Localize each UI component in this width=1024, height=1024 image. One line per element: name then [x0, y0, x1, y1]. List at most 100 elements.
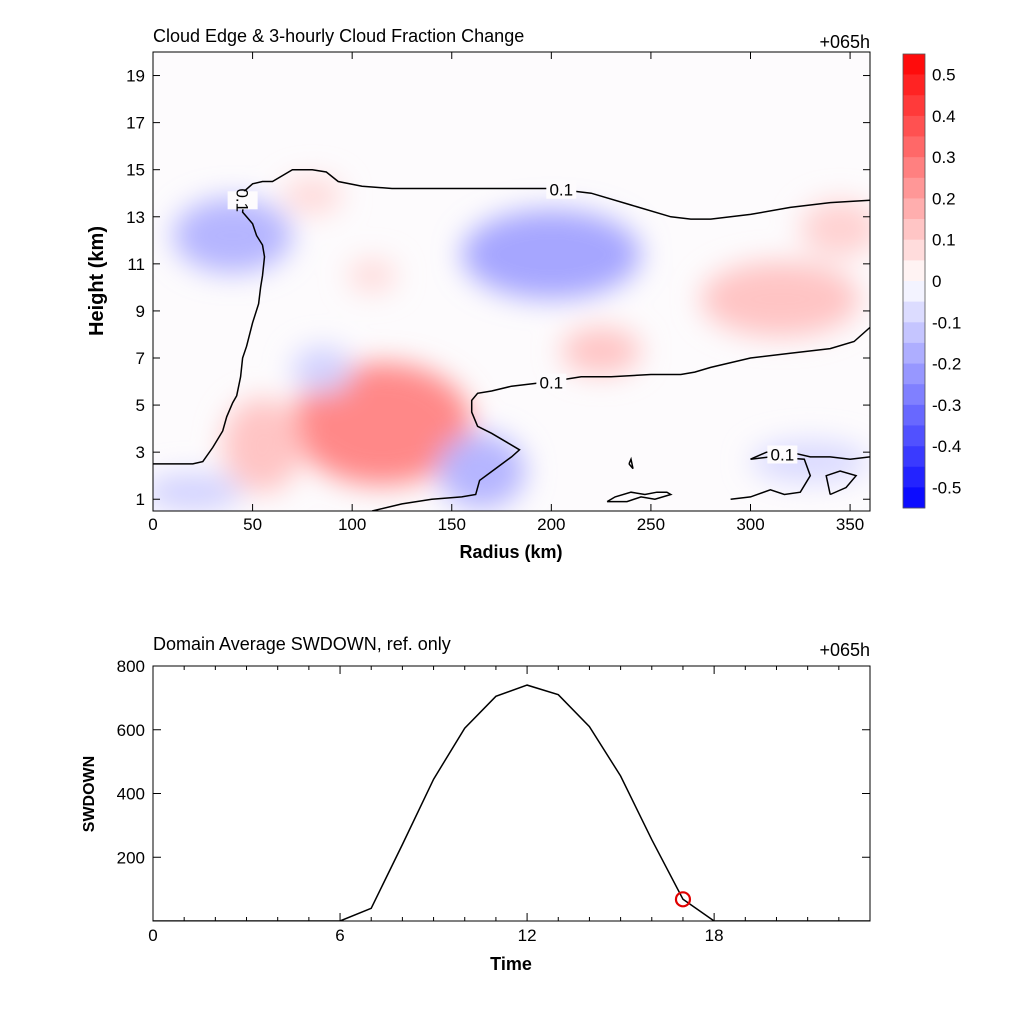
bottom-y-tick-label: 600: [117, 721, 145, 740]
contour-1: [371, 326, 870, 511]
colorbar-swatch: [903, 115, 925, 137]
bottom-x-tick-label: 6: [335, 926, 344, 945]
top-y-tick-label: 17: [126, 114, 145, 133]
colorbar-swatch: [903, 281, 925, 302]
colorbar-swatch: [903, 384, 925, 406]
colorbar-label: 0.1: [932, 231, 956, 250]
top-x-tick-label: 350: [836, 515, 864, 534]
cloud-fraction-change-field: [153, 176, 870, 511]
colorbar-label: 0: [932, 272, 941, 291]
top-x-tick-label: 0: [148, 515, 157, 534]
colorbar-swatch: [903, 198, 925, 220]
colorbar-swatch: [903, 177, 925, 199]
top-x-tick-label: 250: [637, 515, 665, 534]
colorbar-swatch: [903, 425, 925, 447]
bottom-x-axis-label: Time: [490, 954, 532, 974]
colorbar-swatch: [903, 95, 925, 117]
bottom-time-label: +065h: [819, 640, 870, 660]
colorbar-swatch: [903, 466, 925, 488]
top-y-tick-label: 19: [126, 67, 145, 86]
colorbar-swatch: [903, 404, 925, 426]
anomaly-6: [561, 327, 641, 375]
top-y-tick-label: 11: [127, 255, 145, 274]
contour-label-0: 0.1: [549, 181, 573, 200]
bottom-y-axis-label: SWDOWN: [81, 756, 98, 832]
colorbar-frame: [902, 53, 926, 509]
top-x-tick-label: 150: [438, 515, 466, 534]
colorbar-swatch: [903, 322, 925, 344]
colorbar-swatch: [903, 446, 925, 468]
bottom-y-axis: 200 400 600 800: [117, 657, 870, 867]
top-y-tick-label: 3: [136, 443, 145, 462]
contour-0: [153, 168, 870, 465]
top-x-axis: 0 50 100 150 200 250 300 350: [148, 52, 864, 534]
contour-label-3: 0.1: [233, 188, 252, 212]
bottom-y-tick-label: 800: [117, 657, 145, 676]
colorbar-swatch: [903, 363, 925, 385]
top-chart-title: Cloud Edge & 3-hourly Cloud Fraction Cha…: [153, 26, 524, 46]
contour-5: [825, 470, 858, 496]
colorbar-swatch: [903, 301, 925, 323]
top-x-tick-label: 300: [736, 515, 764, 534]
top-y-tick-label: 15: [126, 161, 145, 180]
colorbar-label: 0.3: [932, 148, 956, 167]
anomaly-8: [282, 176, 343, 215]
anomaly-5: [700, 261, 861, 337]
bottom-x-axis: 0 6 12 18: [148, 666, 871, 945]
anomaly-11: [800, 200, 870, 257]
colorbar-label: -0.2: [932, 355, 961, 374]
top-time-label: +065h: [819, 32, 870, 52]
colorbar-swatch: [903, 54, 925, 75]
top-x-tick-label: 50: [243, 515, 262, 534]
cloud-fraction-panel: Cloud Edge & 3-hourly Cloud Fraction Cha…: [86, 26, 871, 562]
bottom-y-tick-label: 200: [117, 848, 145, 867]
swdown-series: [153, 684, 870, 921]
top-y-tick-label: 13: [126, 208, 145, 227]
anomaly-10: [153, 473, 243, 511]
colorbar-swatch: [903, 136, 925, 158]
bottom-y-tick-label: 400: [117, 785, 145, 804]
colorbar-label: -0.4: [932, 437, 961, 456]
anomaly-7: [292, 346, 353, 394]
colorbar-swatch: [903, 219, 925, 241]
top-y-axis-label: Height (km): [86, 226, 108, 336]
top-plot-frame: [152, 51, 871, 512]
colorbar-label: -0.3: [932, 396, 961, 415]
anomaly-0: [292, 362, 472, 486]
colorbar-swatch: [903, 342, 925, 364]
colorbar: 0.5 0.4 0.3 0.2 0.1 0 -0.1 -0.2 -0.3 -0.4 -0.5: [902, 53, 961, 509]
colorbar-label: 0.5: [932, 66, 956, 85]
colorbar-swatch: [903, 260, 925, 282]
bottom-chart-title: Domain Average SWDOWN, ref. only: [153, 634, 451, 654]
colorbar-label: -0.5: [932, 478, 961, 497]
colorbar-label: 0.2: [932, 189, 956, 208]
contour-label-2: 0.1: [771, 446, 795, 465]
bottom-x-tick-label: 0: [148, 926, 157, 945]
bottom-plot-frame: [152, 665, 871, 922]
top-y-tick-label: 5: [136, 396, 145, 415]
colorbar-swatch: [903, 239, 925, 261]
anomaly-2: [461, 209, 641, 300]
colorbar-swatch: [903, 74, 925, 96]
top-y-tick-label: 7: [136, 349, 145, 368]
anomaly-1: [222, 398, 303, 493]
anomaly-4: [437, 433, 526, 509]
current-time-marker: [674, 891, 692, 908]
top-x-axis-label: Radius (km): [459, 542, 562, 562]
anomaly-9: [348, 259, 396, 293]
contour-3: [606, 491, 673, 503]
colorbar-labels: 0.5 0.4 0.3 0.2 0.1 0 -0.1 -0.2 -0.3 -0.4 -0.5: [932, 66, 961, 498]
bottom-x-tick-label: 12: [518, 926, 537, 945]
top-y-tick-label: 1: [136, 490, 145, 509]
top-y-tick-label: 9: [136, 302, 145, 321]
colorbar-label: 0.4: [932, 107, 956, 126]
colorbar-label: -0.1: [932, 313, 961, 332]
top-x-tick-label: 200: [537, 515, 565, 534]
contour-label-1: 0.1: [540, 374, 564, 393]
bottom-x-tick-label: 18: [705, 926, 724, 945]
swdown-line: [153, 684, 870, 921]
colorbar-swatch: [903, 487, 925, 509]
top-x-tick-label: 100: [338, 515, 366, 534]
